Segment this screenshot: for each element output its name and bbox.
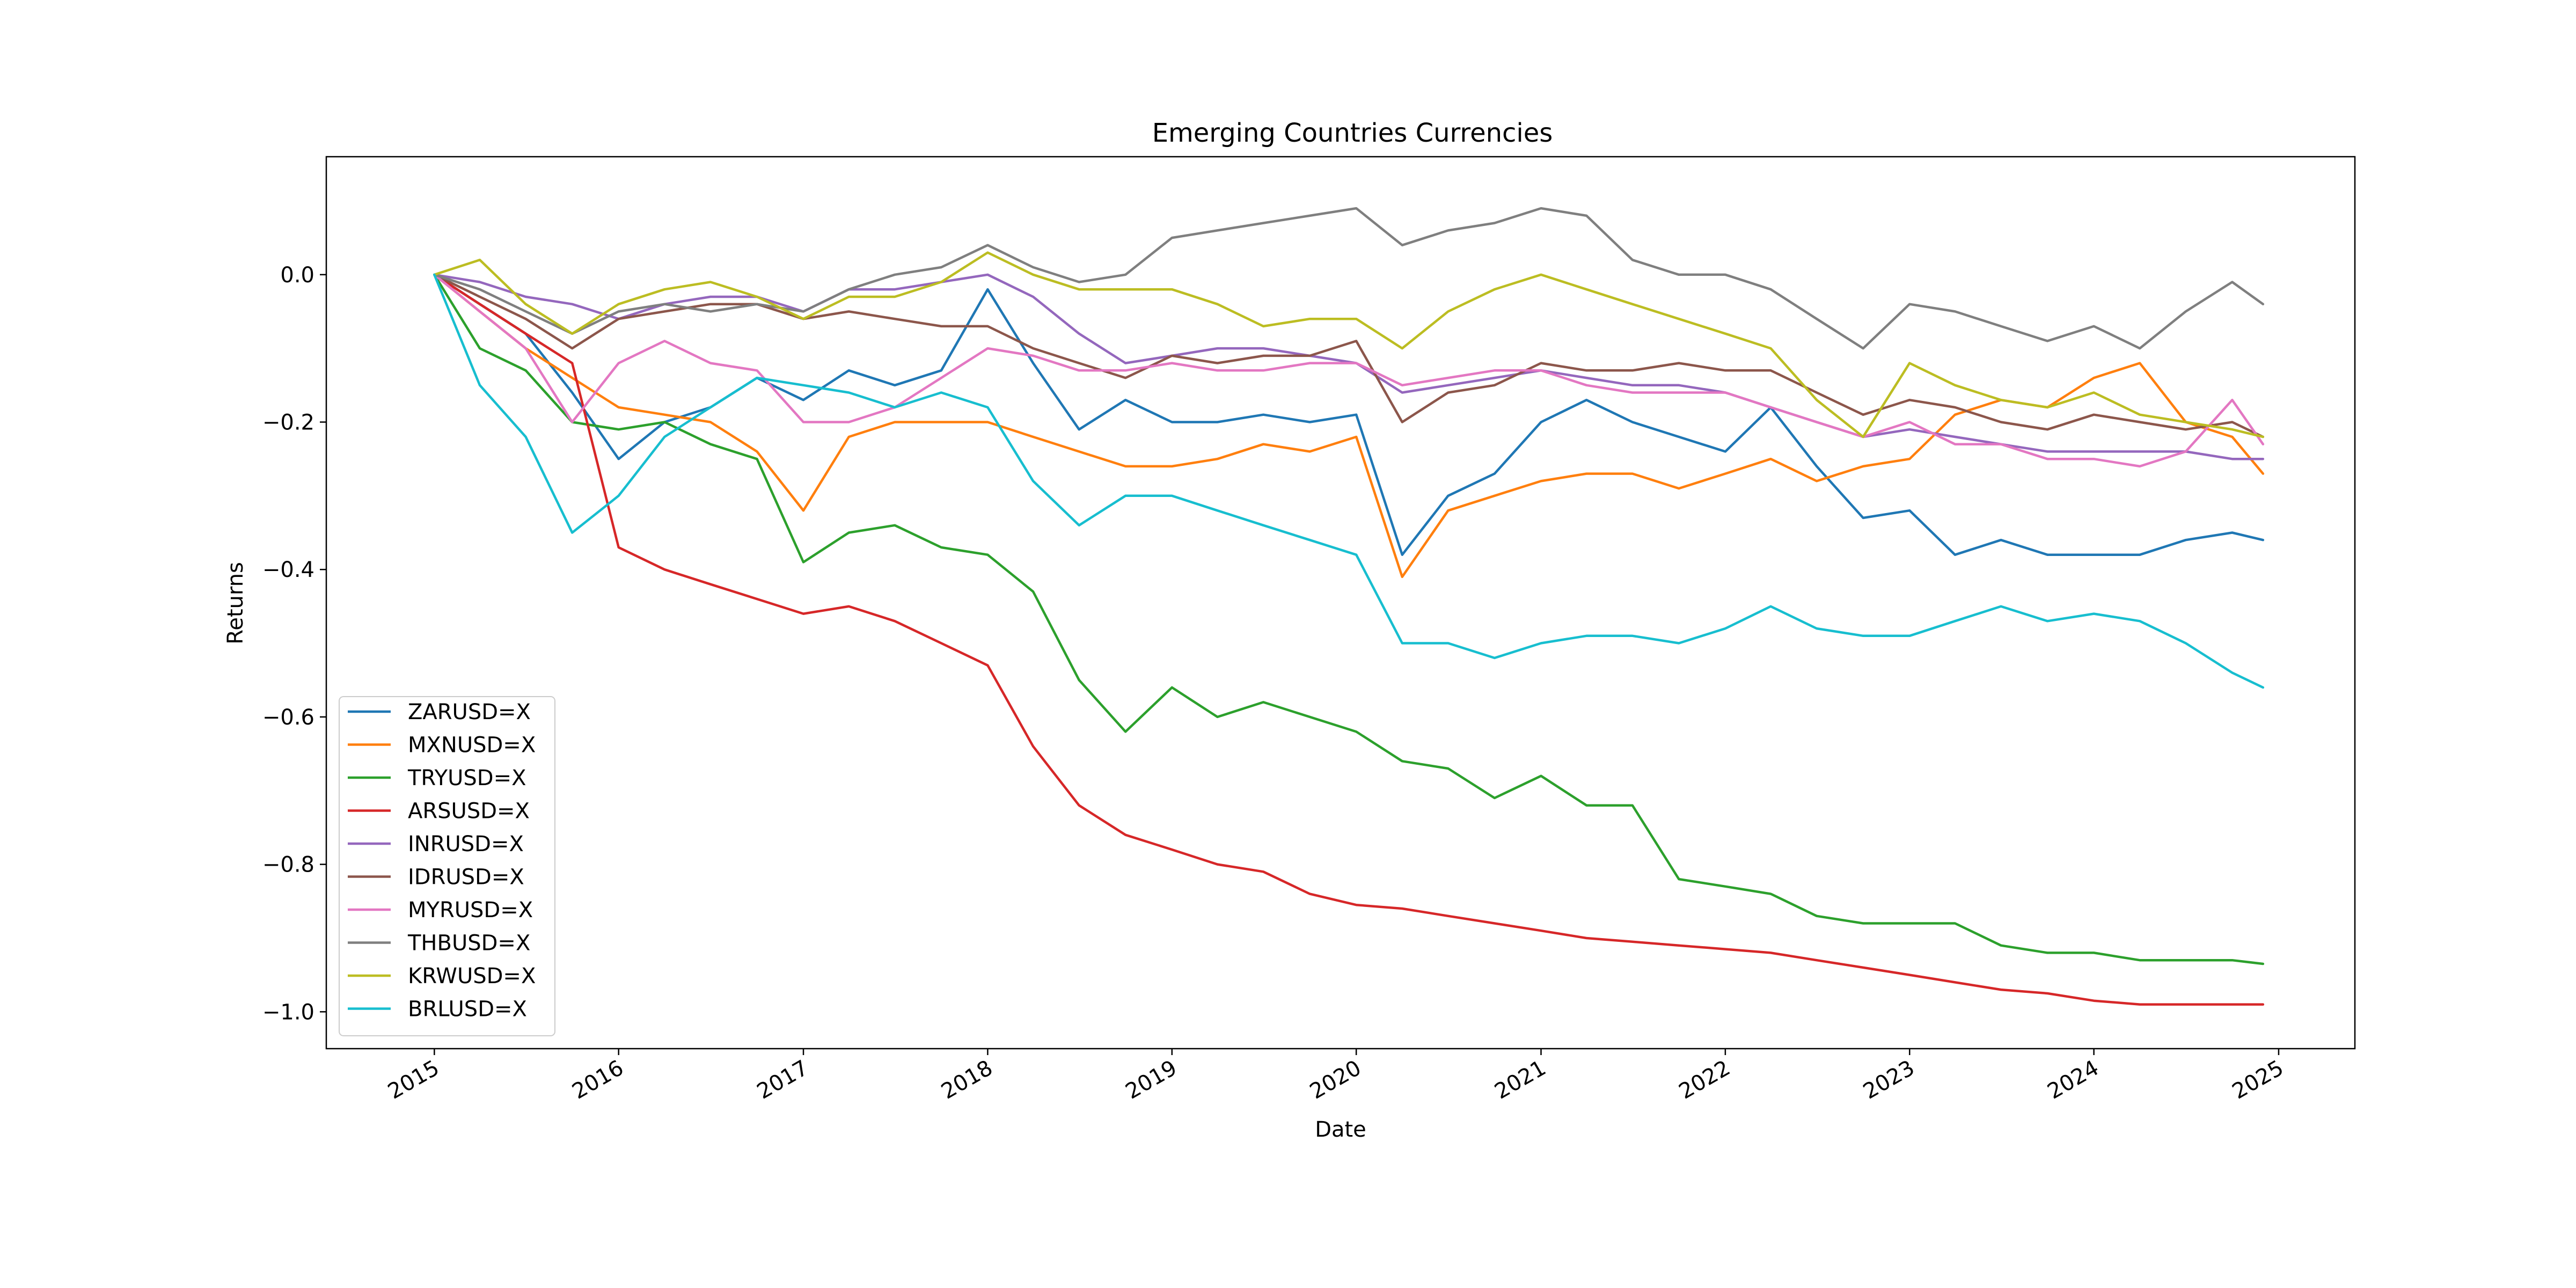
- series-line-idrusd-x: [433, 273, 2265, 438]
- series-line-krwusd-x: [433, 251, 2265, 438]
- chart-title: Emerging Countries Currencies: [1152, 118, 1553, 148]
- legend-label: THBUSD=X: [407, 931, 530, 956]
- y-tick-label: −0.6: [262, 705, 314, 730]
- legend-label: KRWUSD=X: [408, 964, 536, 989]
- legend-label: BRLUSD=X: [408, 997, 527, 1022]
- y-tick-label: −0.8: [262, 853, 314, 877]
- legend-label: ARSUSD=X: [408, 799, 530, 824]
- series-lines: [433, 207, 2265, 1006]
- y-tick-label: −0.4: [262, 558, 314, 582]
- series-line-brlusd-x: [433, 273, 2265, 689]
- series-line-mxnusd-x: [433, 273, 2265, 579]
- x-axis-label: Date: [1315, 1117, 1366, 1142]
- y-axis-label: Returns: [223, 562, 248, 645]
- y-tick-label: 0.0: [280, 263, 314, 288]
- legend-label: INRUSD=X: [408, 832, 524, 857]
- plot-frame: [325, 156, 2356, 1050]
- legend-label: MYRUSD=X: [408, 898, 533, 923]
- series-line-myrusd-x: [433, 273, 2265, 468]
- series-line-tryusd-x: [433, 273, 2265, 965]
- y-axis-ticks: 0.0 −0.2 −0.4 −0.6 −0.8 −1.0: [262, 263, 326, 1024]
- legend-label: TRYUSD=X: [407, 766, 526, 791]
- series-line-thbusd-x: [433, 207, 2265, 350]
- legend-label: IDRUSD=X: [408, 865, 524, 890]
- legend: ZARUSD=X MXNUSD=X TRYUSD=X ARSUSD=X INRUSD=X…: [339, 696, 555, 1036]
- series-line-arsusd-x: [433, 273, 2265, 1006]
- y-tick-label: −0.2: [262, 410, 314, 435]
- legend-label: MXNUSD=X: [408, 733, 536, 758]
- legend-box: [339, 696, 555, 1036]
- y-tick-label: −1.0: [262, 1000, 314, 1024]
- legend-label: ZARUSD=X: [408, 700, 531, 724]
